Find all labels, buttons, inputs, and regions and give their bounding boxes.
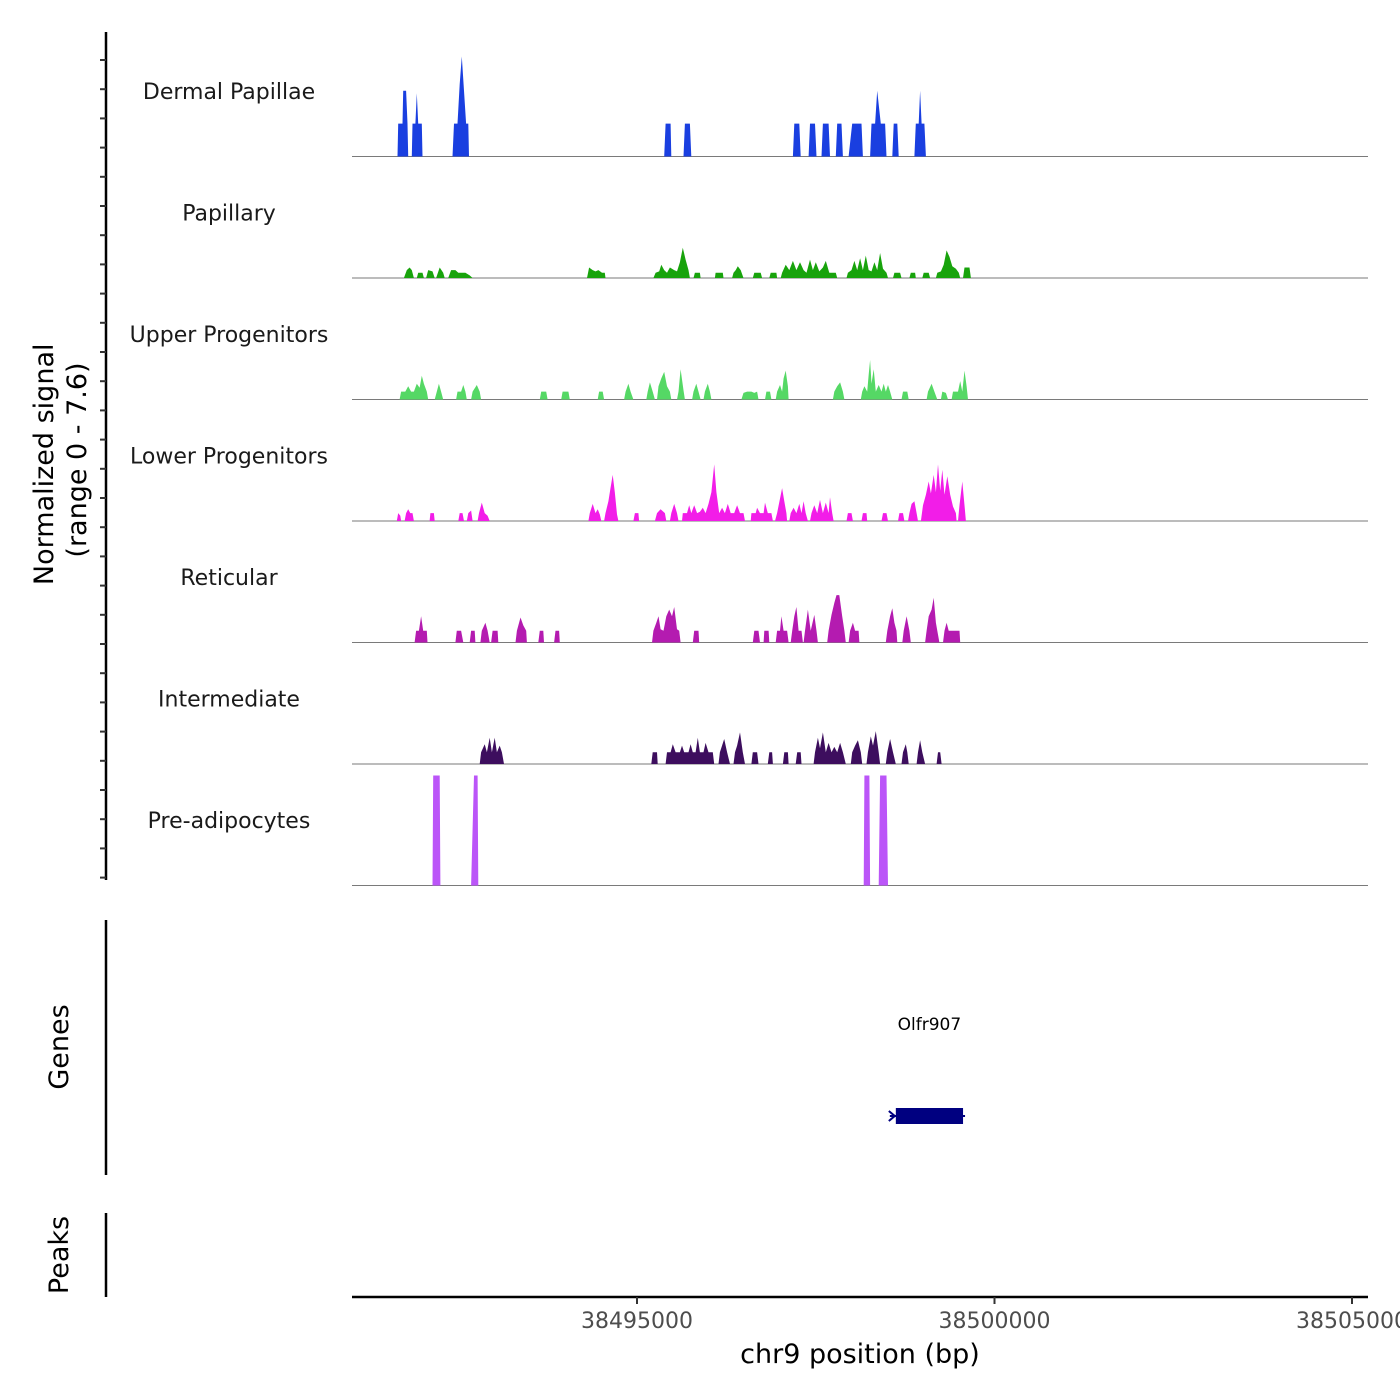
coverage-y-title-line-2: (range 0 - 7.6) — [62, 362, 93, 557]
track-label-dermal-papillae: Dermal Papillae — [143, 80, 315, 105]
signal-area-pre-adipocytes — [432, 775, 888, 886]
x-tick-label: 38505000 — [1296, 1309, 1400, 1334]
coverage-y-title-line-1: Normalized signal — [29, 344, 60, 586]
signal-area-dermal-papillae — [397, 56, 926, 157]
coverage-y-ticks — [100, 59, 106, 879]
x-tick-label: 38495000 — [581, 1309, 693, 1334]
peaks-panel-label: Peaks — [44, 1216, 75, 1294]
track-label-pre-adipocytes: Pre-adipocytes — [148, 809, 311, 834]
signal-area-papillary — [403, 247, 971, 278]
signal-area-intermediate — [479, 731, 942, 764]
genes-layer: Olfr907 — [888, 1015, 966, 1124]
track-label-lower-progenitors: Lower Progenitors — [130, 445, 328, 470]
gene-strand-arrow — [888, 1110, 897, 1122]
x-axis-ticks: 38495000 38500000 38505000 — [581, 1297, 1400, 1334]
track-label-upper-progenitors: Upper Progenitors — [130, 323, 329, 348]
coverage-y-title: Normalized signal (range 0 - 7.6) — [29, 335, 93, 585]
track-labels: Dermal Papillae Papillary Upper Progenitor… — [130, 80, 329, 834]
signal-area-reticular — [414, 595, 961, 643]
track-areas — [396, 56, 971, 886]
x-axis-title: chr9 position (bp) — [740, 1339, 980, 1370]
track-label-papillary: Papillary — [182, 202, 276, 227]
x-tick-label: 38500000 — [939, 1309, 1051, 1334]
gene-exon — [895, 1108, 964, 1124]
genes-panel-label: Genes — [44, 1004, 75, 1089]
gene-label: Olfr907 — [898, 1015, 962, 1035]
track-label-intermediate: Intermediate — [158, 688, 300, 713]
track-label-reticular: Reticular — [180, 566, 278, 591]
